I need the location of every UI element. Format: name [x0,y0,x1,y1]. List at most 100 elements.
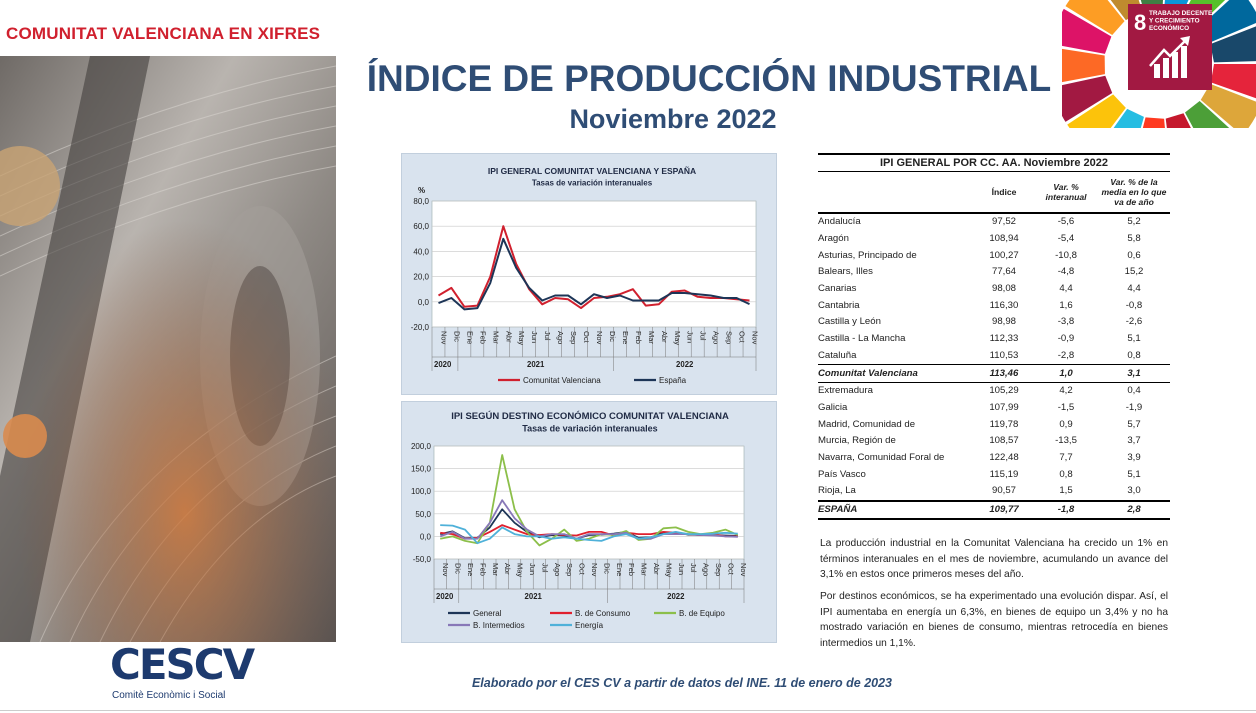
table-cell-region: ESPAÑA [818,499,974,521]
table-row: Castilla - La Mancha 112,33 -0,9 5,1 [818,331,1170,348]
year-label: 2022 [676,360,694,369]
x-tick-label: Nov [751,331,760,345]
table-cell-region: Aragón [818,233,849,245]
table-row: Cantabria 116,30 1,6 -0,8 [818,297,1170,314]
table-cell-value: -3,8 [1057,316,1075,328]
y-tick-label: 0,0 [418,298,430,307]
table-title: IPI GENERAL POR CC. AA. Noviembre 2022 [818,153,1170,172]
table-cell-region: Galicia [818,401,848,413]
summary-paragraph-2: Por destinos económicos, se ha experimen… [820,591,1168,649]
table-row: Madrid, Comunidad de 119,78 0,9 5,7 [818,416,1170,433]
table-cell-region: Murcia, Región de [818,435,896,447]
table-cell-region: Madrid, Comunidad de [818,418,916,430]
chart-title: IPI SEGÚN DESTINO ECONÓMICO COMUNITAT VA… [451,410,729,422]
x-tick-label: Ago [712,331,721,344]
table-cell-value: -0,8 [1125,299,1143,311]
x-tick-label: Abr [503,563,512,575]
table-cell-value: -0,9 [1057,333,1075,345]
sdg-wheel-segment [1050,8,1112,54]
plot-area [431,200,757,328]
y-tick-label: 200,0 [411,442,432,451]
table-row: Asturias, Principado de 100,27 -10,8 0,6 [818,247,1170,264]
y-tick-label: 150,0 [411,465,432,474]
table-cell-region: Cataluña [818,349,857,361]
table-cell-value: 4,2 [1059,385,1073,397]
table-cell-value: -2,6 [1125,316,1143,328]
year-label: 2022 [667,592,685,601]
table-row: Murcia, Región de 108,57 -13,5 3,7 [818,433,1170,450]
cescv-logo-tagline: Comitè Econòmic i Social [112,690,226,701]
x-tick-label: Jun [530,331,539,343]
table-cell-value: 4,4 [1059,283,1073,295]
x-tick-label: Nov [590,563,599,577]
sdg-goal-8-badge: 8 TRABAJO DECENTE Y CRECIMIENTO ECONÓMICO [1049,0,1256,174]
y-tick-label: 40,0 [413,247,429,256]
sdg-wheel-segment [1051,75,1113,122]
x-tick-label: Nov [439,331,448,345]
x-tick-label: Jul [543,331,552,341]
table-cell-value: 90,57 [991,485,1016,497]
table-cell-value: -1,8 [1034,499,1098,521]
table-cell-region: Asturias, Principado de [818,249,917,261]
x-tick-label: Nov [739,563,748,577]
x-tick-label: Oct [582,331,591,344]
x-tick-label: Dic [454,563,463,574]
x-tick-label: May [673,331,682,345]
x-tick-label: Abr [504,331,513,343]
summary-paragraph-1: La producción industrial en la Comunitat… [820,538,1168,581]
x-tick-label: Sep [714,563,723,576]
table-body: Andalucía 97,52 -5,6 5,2 Aragón 108,94 -5,4 5,8… [818,213,1170,521]
steel-coil-image [0,56,336,642]
x-tick-label: Ene [621,331,630,344]
x-tick-label: Oct [578,563,587,576]
legend-label: España [659,376,687,385]
series-line-energia [440,524,738,545]
table-cell-value: -2,8 [1057,349,1075,361]
table-cell-value: 1,5 [1059,485,1073,497]
table-cell-value: 15,2 [1124,266,1144,278]
table-cell-value: 5,1 [1127,468,1141,480]
x-tick-label: May [664,563,673,577]
sdg-wheel-segment [1200,83,1256,136]
legend-label: Comunitat Valenciana [523,376,601,385]
table-cell-value: -5,6 [1057,216,1075,228]
x-tick-label: May [517,331,526,345]
x-tick-label: Nov [441,563,450,577]
y-tick-label: -50,0 [413,555,432,564]
table-col-var-interanual: Var. % interanual [1034,171,1098,214]
chart-subtitle: Tasas de variación interanuales [532,179,653,188]
table-row: Rioja, La 90,57 1,5 3,0 [818,483,1170,501]
sdg-wheel-segment [1049,47,1105,85]
y-axis-label: % [418,186,425,195]
x-tick-label: Ene [615,563,624,576]
chart-ipi-general: IPI GENERAL COMUNITAT VALENCIANA Y ESPAÑ… [411,166,760,385]
table-cell-value: 0,9 [1059,418,1073,430]
table-cell-value: 107,99 [989,401,1019,413]
table-cell-value: 0,8 [1059,468,1073,480]
cescv-logo: CESCV [110,640,255,689]
x-tick-label: Mar [647,331,656,344]
legend-label: B. de Equipo [679,609,725,618]
x-tick-label: Mar [491,331,500,344]
table-cell-region: Andalucía [818,216,861,228]
table-cell-value: 5,8 [1127,233,1141,245]
table-cell-value: 116,30 [989,299,1019,311]
x-tick-label: Nov [595,331,604,345]
legend-label: B. de Consumo [575,609,631,618]
x-tick-label: Sep [725,331,734,344]
table-cell-value: 3,7 [1127,435,1141,447]
x-tick-label: Feb [478,331,487,344]
table-cell-value: 3,9 [1127,451,1141,463]
table-cell-value: -4,8 [1057,266,1075,278]
x-tick-label: Jun [677,563,686,575]
y-tick-label: 60,0 [413,222,429,231]
table-cell-value: 0,8 [1127,349,1141,361]
y-tick-label: 50,0 [415,510,431,519]
x-tick-label: Jul [689,563,698,573]
x-tick-label: Feb [634,331,643,344]
year-label: 2020 [436,592,454,601]
table-row: Comunitat Valenciana 113,46 1,0 3,1 [818,364,1170,383]
chart-title: IPI GENERAL COMUNITAT VALENCIANA Y ESPAÑ… [488,166,696,176]
table-cell-region: Navarra, Comunidad Foral de [818,451,945,463]
